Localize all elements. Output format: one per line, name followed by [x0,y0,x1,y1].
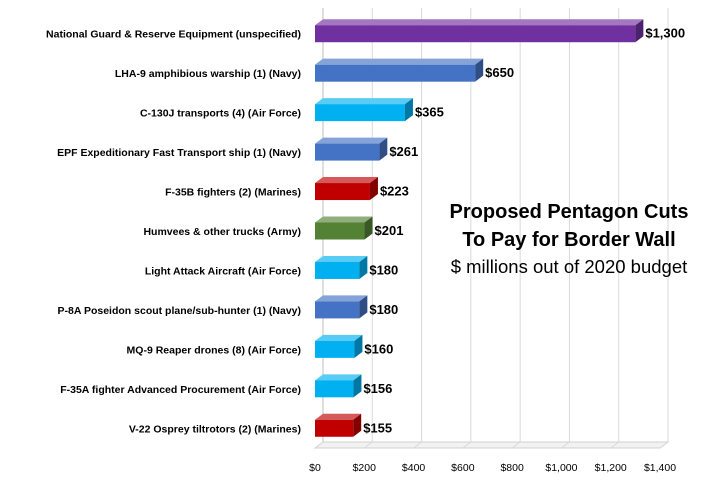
bar [315,216,373,240]
category-label: F-35A fighter Advanced Procurement (Air … [60,384,301,396]
bar-top-face [315,255,368,262]
bar-top-face [315,19,644,26]
x-tick-label: $0 [309,462,321,474]
value-label: $1,300 [645,26,685,41]
bar-front-face [315,261,360,279]
bar-top-face [315,295,368,302]
category-label: MQ-9 Reaper drones (8) (Air Force) [127,344,301,356]
bar-top-face [315,137,388,144]
gridline-floor [363,441,373,449]
x-tick-label: $1,200 [595,462,627,474]
bar-front-face [315,104,405,122]
bar [315,295,368,319]
chart-title-line-2: To Pay for Border Wall [462,229,676,251]
x-tick-label: $1,400 [644,462,676,474]
gridline-floor [659,441,669,449]
x-tick-label: $1,000 [545,462,577,474]
gridline-floor [314,441,324,449]
bar-end-face [369,177,378,201]
category-label: EPF Expeditionary Fast Transport ship (1… [57,147,301,159]
bar-end-face [359,255,368,279]
chart-title-block: Proposed Pentagon Cuts To Pay for Border… [420,198,718,280]
value-labels: $1,300 $650 $365 $261 $223 $201 $180 $180 $160 $1… [363,26,685,436]
value-label: $180 [369,262,398,277]
bar-top-face [315,413,362,420]
gridline-floor [462,441,472,449]
gridline-floor [561,441,570,449]
bar-end-face [475,58,484,82]
value-label: $650 [485,65,514,80]
bar-top-face [315,58,484,65]
bar [315,58,484,82]
gridline-floor [511,441,521,449]
bar-end-face [353,374,362,398]
x-tick-label: $800 [500,462,524,474]
bar-top-face [315,98,413,105]
gridline-floor [413,441,422,449]
bar [315,98,413,122]
category-label: P-8A Poseidon scout plane/sub-hunter (1)… [58,305,301,317]
bar-front-face [315,301,360,319]
x-tick-label: $600 [451,462,475,474]
bar [315,413,362,437]
bar-front-face [315,25,636,43]
bar-end-face [354,334,363,358]
gridline-floor [610,441,620,449]
bar-end-face [353,413,362,437]
bar-front-face [315,340,355,358]
bar [315,177,378,201]
bar-top-face [315,216,373,223]
bar-front-face [315,183,370,201]
bars [315,19,644,437]
chart-subtitle: $ millions out of 2020 budget [450,256,688,277]
bar-top-face [315,334,363,341]
bar-top-face [315,374,362,381]
value-label: $261 [389,144,418,159]
value-label: $365 [415,105,444,120]
bar-end-face [364,216,373,240]
x-axis-ticks: $0 $200 $400 $600 $800 $1,000 $1,200 $1,400 [309,462,676,474]
category-label: F-35B fighters (2) (Marines) [165,187,301,199]
bar [315,19,644,43]
category-labels: National Guard & Reserve Equipment (unsp… [46,29,301,436]
value-label: $155 [363,420,392,435]
value-label: $201 [375,223,404,238]
chart-title-line-1: Proposed Pentagon Cuts [449,201,689,223]
bar-end-face [635,19,644,43]
bar-end-face [359,295,368,319]
value-label: $180 [369,302,398,317]
category-label: C-130J transports (4) (Air Force) [140,108,301,120]
value-label: $156 [363,381,392,396]
bar-front-face [315,64,476,82]
x-tick-label: $400 [402,462,426,474]
category-label: Light Attack Aircraft (Air Force) [145,265,301,277]
bar-front-face [315,143,380,161]
category-label: Humvees & other trucks (Army) [143,226,301,238]
value-label: $160 [364,341,393,356]
bar [315,255,368,279]
value-label: $223 [380,184,409,199]
category-label: LHA-9 amphibious warship (1) (Navy) [115,68,301,80]
bar [315,374,362,398]
bar-front-face [315,380,354,398]
x-tick-label: $200 [353,462,377,474]
bar [315,137,388,161]
bar-top-face [315,177,378,184]
bar-front-face [315,419,354,437]
bar-end-face [404,98,413,122]
category-label: V-22 Osprey tiltrotors (2) (Marines) [129,423,301,435]
bar-front-face [315,222,365,240]
bar [315,334,363,358]
bar-end-face [379,137,388,161]
category-label: National Guard & Reserve Equipment (unsp… [46,29,301,41]
